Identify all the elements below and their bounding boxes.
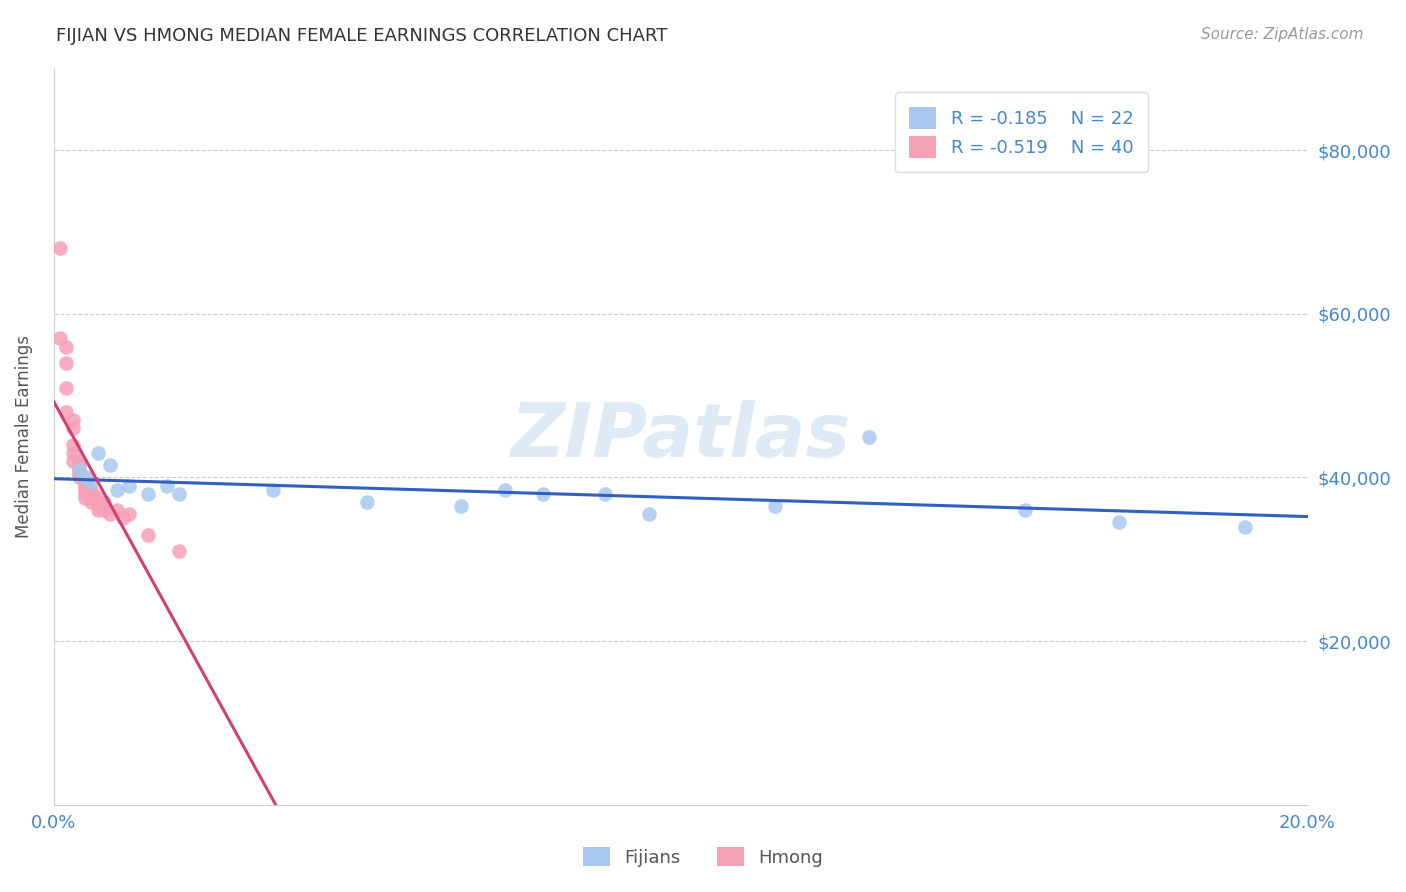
Point [136, 527, 159, 541]
Point [262, 483, 284, 497]
Point [75, 470, 97, 484]
Point [86, 495, 108, 509]
Text: Source: ZipAtlas.com: Source: ZipAtlas.com [1201, 27, 1364, 42]
Legend: Fijians, Hmong: Fijians, Hmong [575, 840, 831, 874]
Point [86, 491, 108, 505]
Point [80, 487, 103, 501]
Point [167, 544, 190, 558]
Point [105, 483, 128, 497]
Point [67, 462, 90, 476]
Point [75, 491, 97, 505]
Point [55, 380, 77, 394]
Point [136, 487, 159, 501]
Point [80, 475, 103, 489]
Point [67, 458, 90, 473]
Point [858, 429, 880, 443]
Point [356, 495, 378, 509]
Text: FIJIAN VS HMONG MEDIAN FEMALE EARNINGS CORRELATION CHART: FIJIAN VS HMONG MEDIAN FEMALE EARNINGS C… [56, 27, 668, 45]
Point [531, 487, 554, 501]
Point [55, 340, 77, 354]
Point [75, 478, 97, 492]
Point [55, 356, 77, 370]
Point [86, 446, 108, 460]
Point [98, 508, 121, 522]
Point [111, 511, 134, 525]
Point [93, 499, 115, 513]
Point [167, 487, 190, 501]
Point [595, 487, 617, 501]
Point [75, 478, 97, 492]
Point [62, 421, 84, 435]
Point [93, 503, 115, 517]
Point [75, 475, 97, 489]
Point [638, 508, 661, 522]
Point [80, 495, 103, 509]
Point [1108, 516, 1130, 530]
Point [118, 478, 141, 492]
Point [67, 454, 90, 468]
Point [49, 331, 72, 345]
Point [67, 467, 90, 481]
Point [86, 499, 108, 513]
Point [75, 483, 97, 497]
Point [494, 483, 516, 497]
Point [156, 478, 179, 492]
Point [62, 446, 84, 460]
Point [75, 470, 97, 484]
Point [118, 508, 141, 522]
Point [62, 413, 84, 427]
Point [763, 499, 786, 513]
Point [105, 503, 128, 517]
Point [80, 491, 103, 505]
Point [49, 242, 72, 256]
Point [1233, 519, 1256, 533]
Point [67, 462, 90, 476]
Y-axis label: Median Female Earnings: Median Female Earnings [15, 335, 32, 538]
Point [93, 495, 115, 509]
Point [80, 483, 103, 497]
Text: ZIPatlas: ZIPatlas [510, 401, 851, 473]
Point [62, 454, 84, 468]
Point [1014, 503, 1036, 517]
Legend: R = -0.185    N = 22, R = -0.519    N = 40: R = -0.185 N = 22, R = -0.519 N = 40 [894, 92, 1149, 172]
Point [98, 458, 121, 473]
Point [55, 405, 77, 419]
Point [62, 438, 84, 452]
Point [450, 499, 472, 513]
Point [75, 487, 97, 501]
Point [86, 503, 108, 517]
Point [67, 470, 90, 484]
